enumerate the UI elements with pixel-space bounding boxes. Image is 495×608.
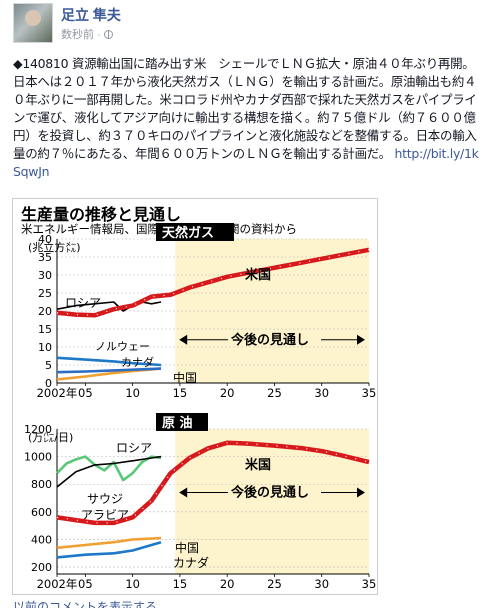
- x-tick-label: 20: [220, 577, 235, 591]
- x-tick-label: 30: [314, 386, 329, 400]
- y-axis-label: (万㌭/日): [28, 430, 73, 444]
- y-tick-label: 1000: [24, 451, 52, 464]
- x-tick-label: 30: [314, 577, 329, 591]
- x-tick-label: 10: [125, 386, 140, 400]
- x-tick-label: 2002年: [37, 577, 78, 591]
- post-body: ◆140810 資源輸出国に踏み出す米 シェールでＬＮＧ拡大・原油４０年ぶり再開…: [13, 55, 485, 181]
- meta-separator: ·: [97, 29, 101, 41]
- x-tick-label: 2002年: [37, 386, 78, 400]
- x-tick-label: 25: [267, 386, 282, 400]
- author-avatar[interactable]: [13, 3, 53, 43]
- forecast-arrow-right: [357, 334, 365, 345]
- post-meta: 数秒前 ·: [61, 26, 113, 42]
- series-line: [56, 356, 162, 367]
- post-text: ◆140810 資源輸出国に踏み出す米 シェールでＬＮＧ拡大・原油４０年ぶり再開…: [13, 56, 477, 161]
- y-tick-label: 30: [38, 269, 52, 282]
- series-label: ロシア: [116, 441, 152, 455]
- panel-title-box: [156, 223, 234, 241]
- y-tick-label: 5: [45, 359, 52, 372]
- series-line: [56, 301, 162, 312]
- series-line-us: [56, 247, 370, 318]
- series-line: [56, 540, 162, 559]
- forecast-label: 今後の見通し: [230, 485, 309, 501]
- x-tick-label: 05: [78, 386, 93, 400]
- series-line: [56, 367, 162, 374]
- x-tick-label: 15: [173, 386, 188, 400]
- globe-icon[interactable]: [103, 30, 113, 39]
- more-comments-link[interactable]: 以前のコメントを表示する: [13, 600, 158, 608]
- series-label: 米国: [245, 267, 271, 283]
- forecast-arrow-left: [179, 487, 188, 498]
- forecast-arrow-right: [357, 487, 365, 498]
- series-label: カナダ: [121, 355, 154, 369]
- panel-title: 天然ガス: [162, 225, 214, 241]
- panel-title-box: [156, 413, 208, 431]
- series-label-saudi-2: アラビア: [81, 508, 129, 522]
- series-line: [56, 455, 162, 482]
- x-tick-label: 25: [267, 577, 282, 591]
- y-tick-label: 35: [38, 251, 52, 264]
- forecast-region: [175, 239, 369, 383]
- series-label: ロシア: [65, 296, 101, 310]
- author-name[interactable]: 足立 隼夫: [61, 7, 121, 23]
- series-label: 中国: [173, 370, 197, 385]
- x-tick-label: 15: [173, 577, 188, 591]
- y-tick-label: 15: [38, 323, 52, 336]
- post-header: 足立 隼夫 数秒前 ·: [0, 0, 495, 46]
- x-tick-label: 35: [362, 386, 377, 400]
- forecast-arrow-left: [179, 334, 188, 345]
- y-tick-label: 200: [31, 561, 52, 574]
- y-tick-label: 10: [38, 341, 52, 354]
- y-tick-label: 400: [31, 533, 52, 546]
- post-link[interactable]: http://bit.ly/1kSqwJn: [13, 146, 479, 179]
- y-tick-label: 800: [31, 478, 52, 491]
- panel-title: 原 油: [162, 415, 193, 431]
- series-line-us-dots: [56, 442, 370, 524]
- x-tick-label: 20: [220, 386, 235, 400]
- series-line: [56, 536, 162, 550]
- x-tick-label: 35: [362, 577, 377, 591]
- x-tick-label: 05: [78, 577, 93, 591]
- figure-title: 生産量の推移と見通し: [21, 205, 182, 224]
- series-label: 米国: [245, 457, 271, 473]
- y-tick-label: 0: [45, 377, 52, 390]
- y-tick-label: 1200: [24, 423, 52, 436]
- post-timestamp[interactable]: 数秒前: [61, 29, 94, 41]
- series-label-saudi-1: サウジ: [87, 492, 123, 506]
- series-label: ノルウェー: [95, 340, 150, 353]
- y-tick-label: 20: [38, 305, 52, 318]
- series-label: カナダ: [173, 555, 209, 570]
- chart-image[interactable]: 生産量の推移と見通し 米エネルギー情報局、国際エネルギー機関の資料から 0510…: [12, 198, 378, 595]
- y-tick-label: 600: [31, 506, 52, 519]
- forecast-label: 今後の見通し: [230, 332, 309, 348]
- series-label: 中国: [175, 540, 199, 555]
- series-line: [56, 455, 162, 488]
- y-axis-label: (兆立方㍍): [28, 240, 81, 254]
- y-tick-label: 40: [38, 233, 52, 246]
- y-tick-label: 25: [38, 287, 52, 300]
- x-tick-label: 10: [125, 577, 140, 591]
